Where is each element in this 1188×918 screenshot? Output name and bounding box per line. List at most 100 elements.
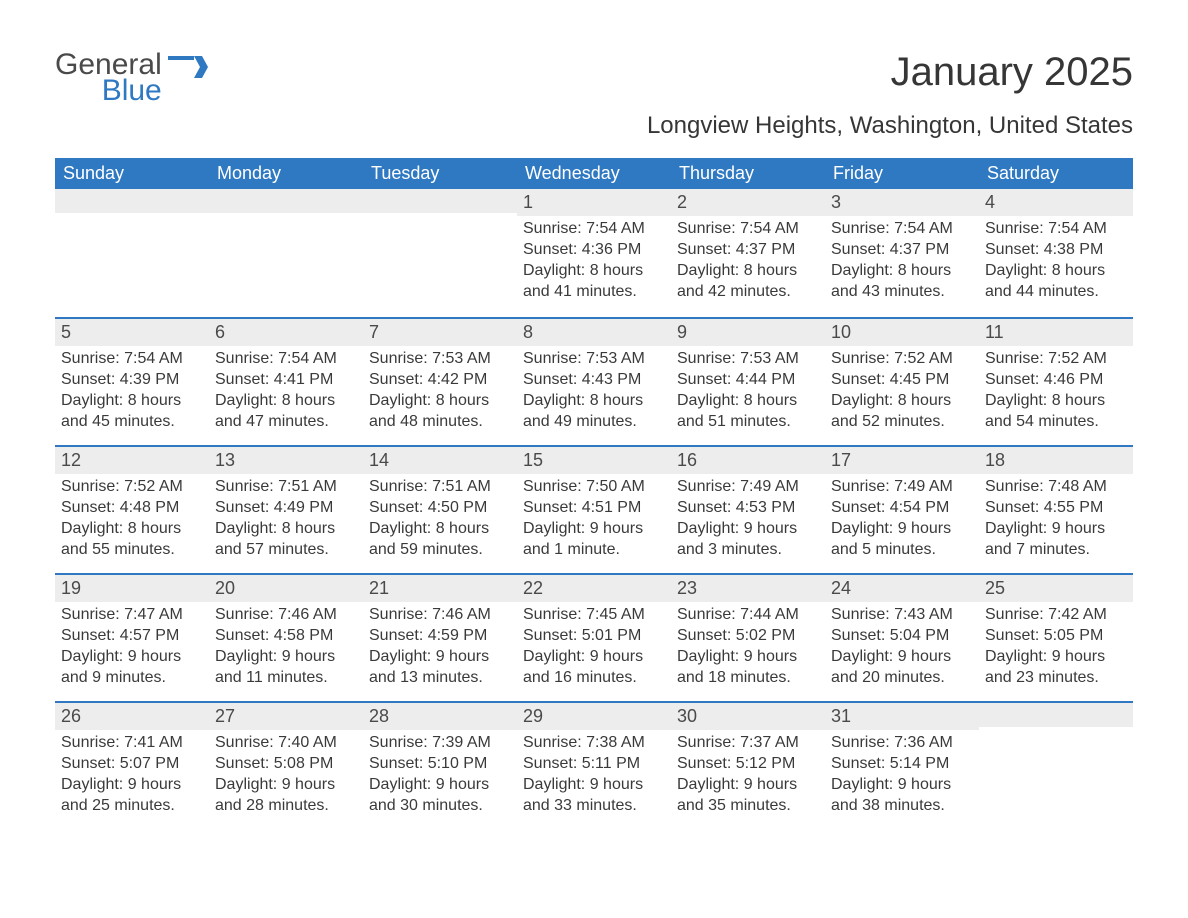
- calendar-day: [363, 189, 517, 317]
- weekday-header: Monday: [209, 158, 363, 189]
- daylight-text: Daylight: 9 hours and 16 minutes.: [523, 647, 665, 689]
- calendar-day: [979, 703, 1133, 829]
- sunrise-text: Sunrise: 7:52 AM: [61, 477, 203, 498]
- day-number: 8: [517, 319, 671, 346]
- sunrise-text: Sunrise: 7:53 AM: [523, 349, 665, 370]
- daylight-text: Daylight: 8 hours and 48 minutes.: [369, 391, 511, 433]
- day-body: Sunrise: 7:37 AMSunset: 5:12 PMDaylight:…: [671, 730, 825, 828]
- day-number: 30: [671, 703, 825, 730]
- daylight-text: Daylight: 9 hours and 30 minutes.: [369, 775, 511, 817]
- daylight-text: Daylight: 9 hours and 18 minutes.: [677, 647, 819, 689]
- day-body: Sunrise: 7:47 AMSunset: 4:57 PMDaylight:…: [55, 602, 209, 700]
- sunset-text: Sunset: 4:48 PM: [61, 498, 203, 519]
- day-body: Sunrise: 7:46 AMSunset: 4:59 PMDaylight:…: [363, 602, 517, 700]
- calendar-day: 15Sunrise: 7:50 AMSunset: 4:51 PMDayligh…: [517, 447, 671, 573]
- daylight-text: Daylight: 9 hours and 35 minutes.: [677, 775, 819, 817]
- sunrise-text: Sunrise: 7:54 AM: [677, 219, 819, 240]
- daylight-text: Daylight: 8 hours and 55 minutes.: [61, 519, 203, 561]
- sunset-text: Sunset: 4:37 PM: [677, 240, 819, 261]
- day-body: Sunrise: 7:54 AMSunset: 4:37 PMDaylight:…: [825, 216, 979, 314]
- sunset-text: Sunset: 4:37 PM: [831, 240, 973, 261]
- daylight-text: Daylight: 9 hours and 7 minutes.: [985, 519, 1127, 561]
- daylight-text: Daylight: 8 hours and 59 minutes.: [369, 519, 511, 561]
- calendar-week: 12Sunrise: 7:52 AMSunset: 4:48 PMDayligh…: [55, 445, 1133, 573]
- location-subtitle: Longview Heights, Washington, United Sta…: [55, 112, 1133, 140]
- calendar-day: 29 Sunrise: 7:38 AMSunset: 5:11 PMDayligh…: [517, 703, 671, 829]
- sunrise-text: Sunrise: 7:54 AM: [523, 219, 665, 240]
- sunrise-text: Sunrise: 7:39 AM: [369, 733, 511, 754]
- weekday-header: Tuesday: [363, 158, 517, 189]
- sunrise-text: Sunrise: 7:54 AM: [61, 349, 203, 370]
- sunset-text: Sunset: 4:53 PM: [677, 498, 819, 519]
- daylight-text: Daylight: 9 hours and 38 minutes.: [831, 775, 973, 817]
- sunrise-text: Sunrise: 7:38 AM: [523, 733, 665, 754]
- sunset-text: Sunset: 4:43 PM: [523, 370, 665, 391]
- calendar-day: 20Sunrise: 7:46 AMSunset: 4:58 PMDayligh…: [209, 575, 363, 701]
- day-body: Sunrise: 7:42 AMSunset: 5:05 PMDaylight:…: [979, 602, 1133, 700]
- calendar-day: 27Sunrise: 7:40 AMSunset: 5:08 PMDayligh…: [209, 703, 363, 829]
- sunrise-text: Sunrise: 7:37 AM: [677, 733, 819, 754]
- sunset-text: Sunset: 5:11 PM: [523, 754, 665, 775]
- weekday-header: Friday: [825, 158, 979, 189]
- calendar-week: 5Sunrise: 7:54 AMSunset: 4:39 PMDaylight…: [55, 317, 1133, 445]
- sunrise-text: Sunrise: 7:36 AM: [831, 733, 973, 754]
- day-body: Sunrise: 7:48 AMSunset: 4:55 PMDaylight:…: [979, 474, 1133, 572]
- weeks-container: 1Sunrise: 7:54 AMSunset: 4:36 PMDaylight…: [55, 189, 1133, 829]
- day-number: 23: [671, 575, 825, 602]
- day-number: 12: [55, 447, 209, 474]
- day-body: Sunrise: 7:54 AMSunset: 4:38 PMDaylight:…: [979, 216, 1133, 314]
- sunrise-text: Sunrise: 7:51 AM: [215, 477, 357, 498]
- page-title: January 2025: [891, 50, 1133, 95]
- calendar-day: 3Sunrise: 7:54 AMSunset: 4:37 PMDaylight…: [825, 189, 979, 317]
- day-body: Sunrise: 7:53 AMSunset: 4:42 PMDaylight:…: [363, 346, 517, 444]
- sunrise-text: Sunrise: 7:51 AM: [369, 477, 511, 498]
- sunset-text: Sunset: 4:39 PM: [61, 370, 203, 391]
- sunrise-text: Sunrise: 7:53 AM: [369, 349, 511, 370]
- day-number: 18: [979, 447, 1133, 474]
- day-number: 2: [671, 189, 825, 216]
- flag-icon: [168, 56, 208, 78]
- day-body: Sunrise: 7:45 AMSunset: 5:01 PMDaylight:…: [517, 602, 671, 700]
- sunrise-text: Sunrise: 7:45 AM: [523, 605, 665, 626]
- day-number: 20: [209, 575, 363, 602]
- day-number: [209, 189, 363, 213]
- calendar-day: 2Sunrise: 7:54 AMSunset: 4:37 PMDaylight…: [671, 189, 825, 317]
- daylight-text: Daylight: 8 hours and 51 minutes.: [677, 391, 819, 433]
- day-body: Sunrise: 7:54 AMSunset: 4:39 PMDaylight:…: [55, 346, 209, 444]
- logo-text: General Blue: [55, 50, 162, 106]
- sunset-text: Sunset: 5:07 PM: [61, 754, 203, 775]
- sunrise-text: Sunrise: 7:40 AM: [215, 733, 357, 754]
- weekday-header: Saturday: [979, 158, 1133, 189]
- calendar-day: [55, 189, 209, 317]
- daylight-text: Daylight: 8 hours and 54 minutes.: [985, 391, 1127, 433]
- sunset-text: Sunset: 4:45 PM: [831, 370, 973, 391]
- day-number: 4: [979, 189, 1133, 216]
- sunset-text: Sunset: 4:44 PM: [677, 370, 819, 391]
- calendar-day: 1Sunrise: 7:54 AMSunset: 4:36 PMDaylight…: [517, 189, 671, 317]
- sunrise-text: Sunrise: 7:53 AM: [677, 349, 819, 370]
- day-body: Sunrise: 7:52 AMSunset: 4:46 PMDaylight:…: [979, 346, 1133, 444]
- day-body: Sunrise: 7:53 AMSunset: 4:44 PMDaylight:…: [671, 346, 825, 444]
- calendar-day: 19Sunrise: 7:47 AMSunset: 4:57 PMDayligh…: [55, 575, 209, 701]
- day-number: 29: [517, 703, 671, 730]
- sunset-text: Sunset: 4:57 PM: [61, 626, 203, 647]
- sunrise-text: Sunrise: 7:43 AM: [831, 605, 973, 626]
- day-body: Sunrise: 7:49 AMSunset: 4:53 PMDaylight:…: [671, 474, 825, 572]
- day-body: Sunrise: 7:51 AMSunset: 4:49 PMDaylight:…: [209, 474, 363, 572]
- day-number: 27: [209, 703, 363, 730]
- day-body: Sunrise: 7:54 AMSunset: 4:41 PMDaylight:…: [209, 346, 363, 444]
- daylight-text: Daylight: 8 hours and 43 minutes.: [831, 261, 973, 303]
- day-number: 9: [671, 319, 825, 346]
- sunset-text: Sunset: 4:55 PM: [985, 498, 1127, 519]
- daylight-text: Daylight: 8 hours and 44 minutes.: [985, 261, 1127, 303]
- calendar-day: 12 Sunrise: 7:52 AMSunset: 4:48 PMDayligh…: [55, 447, 209, 573]
- day-number: 22: [517, 575, 671, 602]
- daylight-text: Daylight: 9 hours and 11 minutes.: [215, 647, 357, 689]
- calendar-week: 19Sunrise: 7:47 AMSunset: 4:57 PMDayligh…: [55, 573, 1133, 701]
- sunrise-text: Sunrise: 7:50 AM: [523, 477, 665, 498]
- daylight-text: Daylight: 8 hours and 47 minutes.: [215, 391, 357, 433]
- daylight-text: Daylight: 8 hours and 57 minutes.: [215, 519, 357, 561]
- calendar-day: 9Sunrise: 7:53 AMSunset: 4:44 PMDaylight…: [671, 319, 825, 445]
- daylight-text: Daylight: 9 hours and 33 minutes.: [523, 775, 665, 817]
- day-number: [363, 189, 517, 213]
